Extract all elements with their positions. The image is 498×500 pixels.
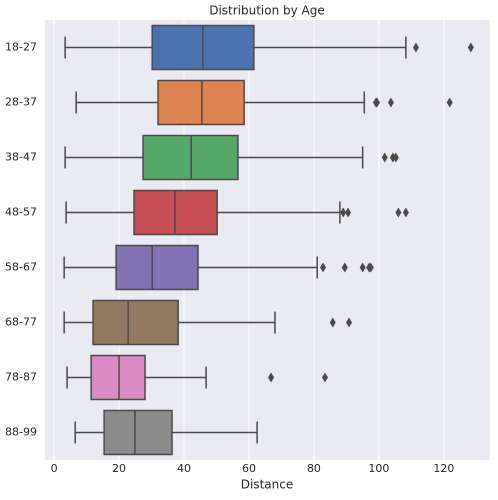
outlier [402, 207, 409, 218]
outlier [367, 262, 374, 273]
y-tick-label: 48-57 [5, 206, 37, 219]
outlier [341, 262, 348, 273]
y-tick-label: 88-99 [5, 426, 37, 439]
x-tick-label: 0 [51, 462, 58, 475]
outlier [268, 372, 275, 383]
x-tick-label: 60 [242, 462, 256, 475]
outlier [446, 97, 453, 108]
outlier [412, 42, 419, 53]
x-tick-label: 40 [177, 462, 191, 475]
x-axis-label: Distance [241, 478, 293, 492]
box [92, 299, 179, 346]
outlier [345, 207, 352, 218]
outlier [340, 207, 347, 218]
x-tick-label: 120 [433, 462, 454, 475]
box [90, 354, 146, 401]
box [103, 409, 173, 456]
outlier [395, 207, 402, 218]
outlier [320, 262, 327, 273]
x-tick-label: 100 [368, 462, 389, 475]
outlier [387, 97, 394, 108]
y-tick-label: 38-47 [5, 151, 37, 164]
outlier [346, 317, 353, 328]
y-tick-label: 68-77 [5, 316, 37, 329]
y-tick-label: 78-87 [5, 371, 37, 384]
outlier [392, 152, 399, 163]
outlier [467, 42, 474, 53]
outlier [321, 372, 328, 383]
outlier [381, 152, 388, 163]
y-tick-label: 18-27 [5, 41, 37, 54]
x-tick-label: 20 [112, 462, 126, 475]
outlier [359, 262, 366, 273]
box [157, 79, 245, 126]
y-tick-label: 58-67 [5, 261, 37, 274]
x-tick-label: 80 [307, 462, 321, 475]
box [115, 244, 199, 291]
y-tick-label: 28-37 [5, 96, 37, 109]
outlier [373, 97, 380, 108]
chart-title: Distribution by Age [209, 4, 325, 18]
outlier [329, 317, 336, 328]
